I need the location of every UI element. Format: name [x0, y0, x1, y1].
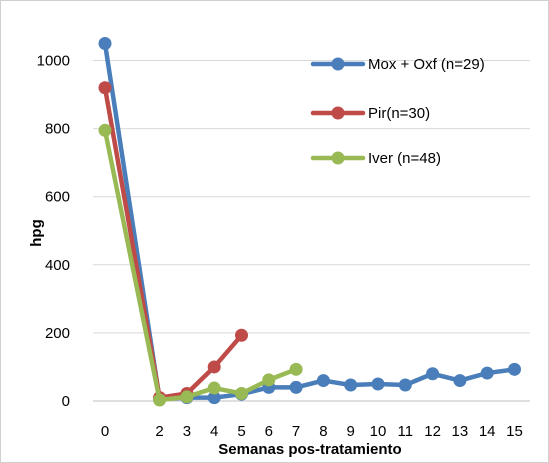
data-point: [207, 391, 221, 405]
x-tick-label: 9: [347, 423, 355, 440]
y-tick-label: 400: [45, 257, 70, 274]
x-tick-label: 11: [398, 423, 414, 440]
legend-label: Pir(n=30): [368, 105, 430, 122]
data-point: [98, 123, 112, 137]
data-point: [262, 373, 276, 387]
data-point: [426, 367, 440, 381]
y-tick-label: 200: [45, 325, 70, 342]
x-axis-title: Semanas pos-tratamiento: [218, 441, 401, 458]
data-point: [344, 378, 358, 392]
y-tick-label: 800: [45, 121, 70, 138]
x-tick-label: 0: [101, 423, 109, 440]
x-tick-label: 13: [452, 423, 469, 440]
data-point: [207, 381, 221, 395]
grid-layer: [93, 60, 530, 334]
data-point: [453, 374, 467, 388]
legend-label: Mox + Oxf (n=29): [368, 56, 485, 73]
x-tick-label: 4: [210, 423, 218, 440]
x-tick-label: 14: [479, 423, 496, 440]
data-point: [207, 360, 221, 374]
data-point: [289, 380, 303, 394]
legend-layer: Mox + Oxf (n=29) Pir(n=30) Iver (n=48): [310, 56, 485, 167]
data-point: [398, 378, 412, 392]
legend-marker: [331, 106, 345, 120]
y-tick-label: 600: [45, 189, 70, 206]
x-tick-label: 8: [319, 423, 327, 440]
series-layer: [98, 36, 521, 407]
data-point: [316, 374, 330, 388]
x-tick-label: 2: [155, 423, 163, 440]
data-point: [98, 81, 112, 95]
y-axis-title: hpg: [28, 219, 45, 247]
legend-marker: [331, 151, 345, 165]
x-tick-label: 7: [292, 423, 300, 440]
x-tick-label: 15: [506, 423, 523, 440]
x-tick-label: 10: [370, 423, 387, 440]
data-point: [235, 328, 248, 342]
data-point: [235, 387, 248, 401]
data-point: [289, 362, 303, 376]
y-tick-label: 0: [62, 393, 70, 410]
legend-marker: [331, 57, 345, 71]
x-tick-label: 3: [183, 423, 191, 440]
data-point: [153, 393, 167, 407]
data-point: [480, 366, 494, 380]
y-tick-label: 1000: [37, 53, 70, 70]
series-line: [102, 41, 517, 402]
data-point: [371, 377, 385, 391]
x-tick-label: 12: [424, 423, 441, 440]
legend-label: Iver (n=48): [368, 150, 441, 167]
x-tick-label: 6: [265, 423, 273, 440]
x-tick-label: 5: [237, 423, 245, 440]
data-point: [508, 362, 521, 376]
data-point: [98, 36, 112, 50]
data-point: [180, 390, 194, 404]
